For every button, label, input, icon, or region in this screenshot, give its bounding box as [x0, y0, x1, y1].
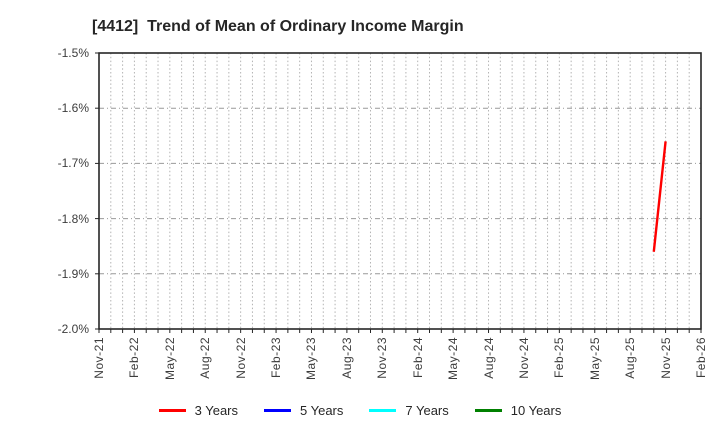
x-tick-label: Nov-23: [375, 337, 390, 379]
y-tick-label: -1.9%: [57, 266, 89, 281]
x-tick-label: Feb-24: [410, 337, 425, 379]
legend-label: 5 Years: [300, 403, 344, 418]
legend-item-7-years: 7 Years: [369, 403, 449, 418]
x-tick-label: May-24: [446, 337, 461, 381]
legend-line-swatch-icon: [158, 409, 186, 412]
legend-line-swatch-icon: [264, 409, 291, 412]
y-tick-label: -1.6%: [57, 101, 89, 116]
legend-label: 7 Years: [405, 403, 449, 418]
chart-title: [4412] Trend of Mean of Ordinary Income …: [92, 18, 464, 35]
x-tick-label: May-23: [304, 337, 319, 381]
y-tick-label: -1.5%: [57, 46, 89, 60]
x-tick-label: Aug-25: [623, 337, 638, 379]
legend-item-10-years: 10 Years: [474, 403, 562, 418]
legend-item-5-years: 5 Years: [264, 403, 343, 418]
x-tick-label: Nov-21: [92, 337, 106, 379]
x-tick-label: Nov-22: [233, 337, 248, 379]
x-tick-label: Nov-25: [658, 337, 673, 379]
x-tick-label: Nov-24: [516, 337, 531, 379]
y-tick-label: -1.8%: [57, 211, 89, 226]
legend-line-swatch-icon: [474, 409, 502, 412]
x-tick-label: Feb-23: [269, 337, 284, 379]
plot-border: [98, 52, 702, 330]
x-tick-label: Aug-24: [481, 337, 496, 379]
legend-item-3-years: 3 Years: [158, 403, 238, 418]
x-tick-label: May-22: [162, 337, 177, 381]
series-line-3-years: [652, 141, 667, 252]
legend-label: 10 Years: [510, 403, 562, 418]
x-tick-label: Feb-22: [127, 337, 142, 379]
x-tick-label: Feb-25: [552, 337, 567, 379]
y-tick-label: -2.0%: [57, 322, 89, 336]
y-tick-label: -1.7%: [57, 156, 89, 171]
legend-line-swatch-icon: [369, 409, 397, 412]
legend: 3 Years 5 Years 7 Years 10 Years: [0, 403, 720, 418]
x-tick-label: Aug-22: [198, 337, 213, 379]
legend-label: 3 Years: [194, 403, 238, 418]
x-tick-label: Aug-23: [339, 337, 354, 379]
x-tick-label: May-25: [587, 337, 602, 381]
x-tick-label: Feb-26: [694, 337, 708, 379]
plot-area: [95, 52, 702, 333]
